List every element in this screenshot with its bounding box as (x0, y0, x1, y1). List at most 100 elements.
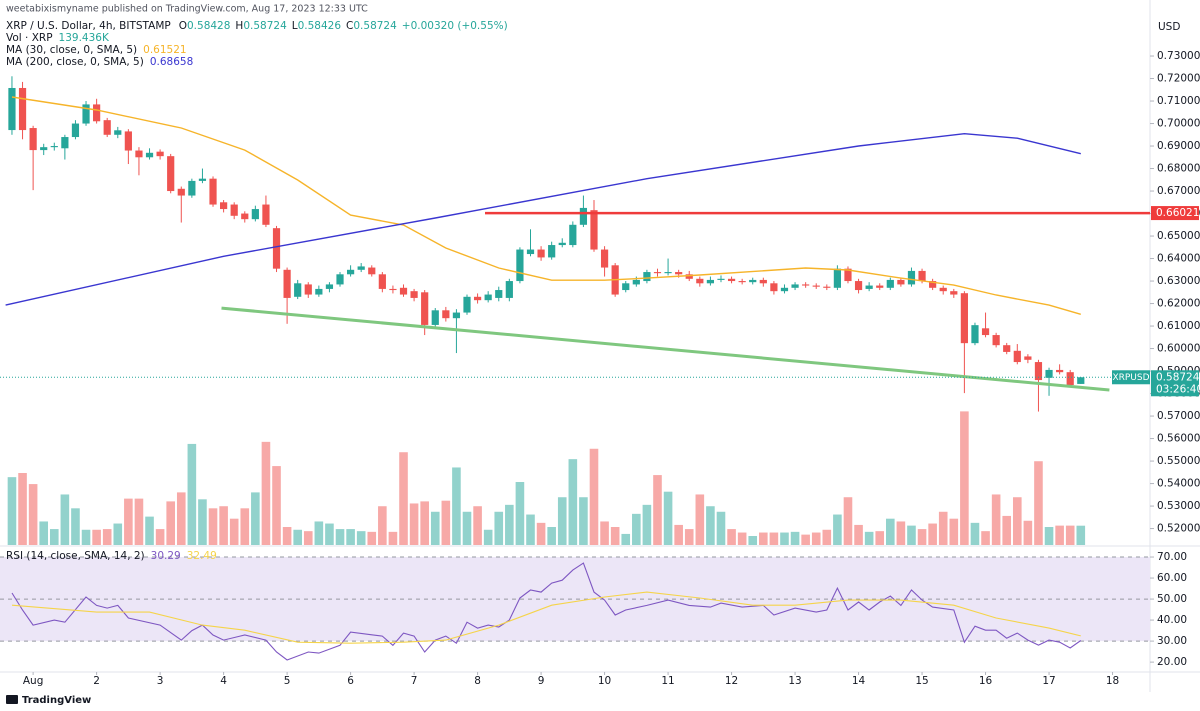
y-tick-label: 20.00 (1157, 656, 1187, 668)
volume-bar (1034, 461, 1043, 545)
volume-bar (71, 508, 80, 545)
candle-body (8, 87, 16, 131)
y-tick-label: 0.60000 (1157, 343, 1200, 355)
legend-entry: MA (30, close, 0, SMA, 5) 0.61521 (6, 44, 187, 56)
volume-bar (102, 529, 112, 545)
volume-bar (811, 532, 821, 545)
candle-body (389, 288, 397, 291)
candle-body (897, 279, 905, 285)
last-price-label: 0.58724 (1156, 371, 1200, 383)
candle-body (410, 291, 418, 298)
candle-body (82, 104, 90, 124)
x-tick-label: 17 (1042, 675, 1055, 687)
volume-bar (642, 504, 652, 545)
ohlc-value: 0.58426 (298, 20, 342, 32)
y-tick-label: 0.62000 (1157, 298, 1200, 310)
volume-bar (229, 518, 239, 545)
volume-bar (134, 498, 144, 545)
candle-body (124, 131, 132, 151)
volume-bar (39, 521, 49, 545)
candle-body (463, 296, 471, 313)
x-tick-label: 16 (979, 675, 993, 687)
candle-body (484, 294, 492, 301)
volume-bar (240, 508, 250, 545)
symbol-tag-box (1112, 370, 1150, 385)
ohlc-letter: O (179, 20, 187, 32)
volume-bar (822, 529, 832, 545)
volume-bar (737, 532, 747, 545)
volume-bar (261, 441, 271, 545)
rsi-legend: RSI (14, close, SMA, 14, 2) 30.29 32.49 (6, 550, 217, 562)
y-tick-label: 0.73000 (1157, 50, 1200, 62)
candle-body (378, 274, 386, 289)
candle-body (579, 207, 588, 225)
volume-bar (748, 536, 758, 545)
candle-body (431, 310, 439, 325)
volume-bar (272, 466, 281, 545)
candle-body (685, 274, 693, 279)
candle-body (844, 268, 852, 282)
volume-bar (81, 529, 91, 545)
volume-bar (1023, 520, 1033, 545)
rsi-name: RSI (14, close, SMA, 14, 2) (6, 550, 145, 562)
volume-bar (1065, 525, 1075, 545)
y-tick-label: 60.00 (1157, 572, 1187, 584)
candle-body (971, 325, 979, 344)
candle-body (1003, 345, 1011, 352)
legend-name: MA (200, close, 0, SMA, 5) (6, 56, 144, 68)
candle-body (833, 268, 841, 288)
candle-body (791, 284, 799, 288)
candle-body (241, 213, 249, 220)
candle-body (770, 283, 778, 292)
x-tick-label: 14 (852, 675, 866, 687)
volume-bar (462, 511, 472, 545)
hline-label: 0.66021 (1156, 207, 1199, 219)
candle-body (421, 292, 429, 325)
volume-bar (759, 532, 768, 545)
candle-body (1066, 372, 1074, 386)
candle-body (876, 285, 884, 288)
volume-bar (409, 503, 419, 545)
volume-bar (568, 459, 578, 545)
candle-body (167, 156, 175, 192)
candle-body (854, 281, 863, 291)
x-tick-label: 18 (1106, 675, 1119, 687)
candle-body (653, 272, 662, 274)
moving-average-line (5, 132, 1081, 306)
volume-value: 139.436K (59, 32, 110, 44)
volume-bar (124, 498, 133, 545)
volume-bar (653, 475, 662, 545)
volume-bar (557, 497, 567, 545)
candle-body (780, 287, 789, 292)
candle-body (135, 150, 143, 158)
volume-bar (928, 523, 937, 545)
volume-bar (399, 452, 408, 545)
volume-bar (515, 482, 525, 545)
candle-body (548, 245, 556, 258)
volume-bar (367, 531, 377, 545)
volume-bar (896, 521, 906, 545)
legend-value: 0.68658 (150, 56, 193, 68)
candle-body (315, 288, 323, 295)
volume-bar (1012, 497, 1022, 545)
volume-bar (420, 501, 429, 545)
volume-bar (843, 497, 853, 545)
candle-body (526, 249, 535, 255)
candle-body (823, 286, 831, 288)
volume-bar (49, 529, 59, 545)
candle-body (749, 279, 757, 283)
y-tick-label: 70.00 (1157, 551, 1187, 563)
volume-bar (526, 514, 535, 545)
volume-bar (145, 516, 154, 545)
candle-body (29, 128, 37, 151)
candle-body (706, 279, 715, 284)
legend-title: XRP / U.S. Dollar, 4h, BITSTAMP O0.58428 H… (6, 20, 508, 32)
volume-bar (1002, 515, 1012, 545)
volume-name: Vol · XRP (6, 32, 53, 44)
volume-bar (92, 529, 101, 545)
legend-value: 0.61521 (143, 44, 186, 56)
y-tick-label: 0.72000 (1157, 73, 1200, 85)
volume-bar (547, 527, 556, 545)
candle-body (61, 137, 69, 149)
volume-bar (335, 529, 345, 545)
